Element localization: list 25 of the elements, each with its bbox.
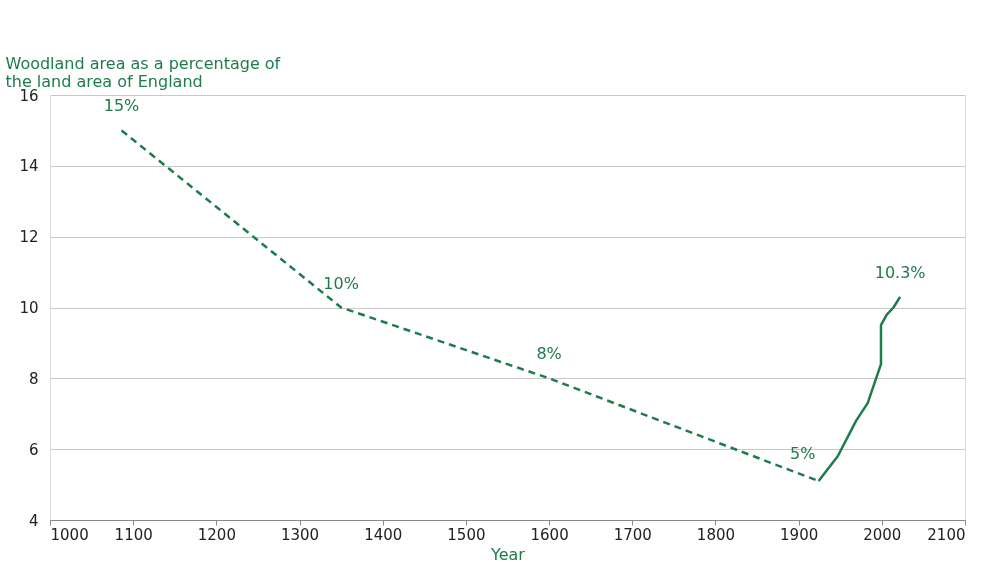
- y-tick-label: 16: [19, 86, 39, 105]
- x-tick-label: 1400: [364, 525, 403, 544]
- annotation: 5%: [790, 443, 816, 463]
- x-tick-label: 1300: [280, 525, 320, 544]
- annotation: 10.3%: [874, 262, 926, 282]
- y-tick-label: 4: [28, 511, 39, 530]
- x-tick-label: 1000: [50, 525, 89, 544]
- x-tick-label: 1600: [530, 525, 569, 544]
- annotation: 10%: [323, 273, 359, 293]
- y-tick-label: 12: [19, 228, 39, 247]
- x-tick-label: 1900: [780, 525, 819, 544]
- annotation: 15%: [103, 96, 140, 116]
- x-tick-label: 1200: [197, 525, 236, 544]
- x-tick-label: 1100: [114, 525, 153, 544]
- x-tick-label: 1700: [613, 525, 652, 544]
- y-tick-label: 10: [19, 299, 39, 317]
- annotation: 8%: [536, 344, 562, 364]
- x-tick-label: 2000: [863, 525, 902, 544]
- y-tick-label: 8: [28, 369, 39, 388]
- x-tick-label: 1500: [447, 525, 486, 544]
- x-tick-label: 2100: [927, 525, 966, 544]
- y-tick-label: 6: [28, 440, 39, 459]
- y-tick-label: 14: [19, 157, 39, 176]
- x-axis-title: Year: [490, 544, 526, 564]
- x-tick-label: 1800: [696, 525, 736, 544]
